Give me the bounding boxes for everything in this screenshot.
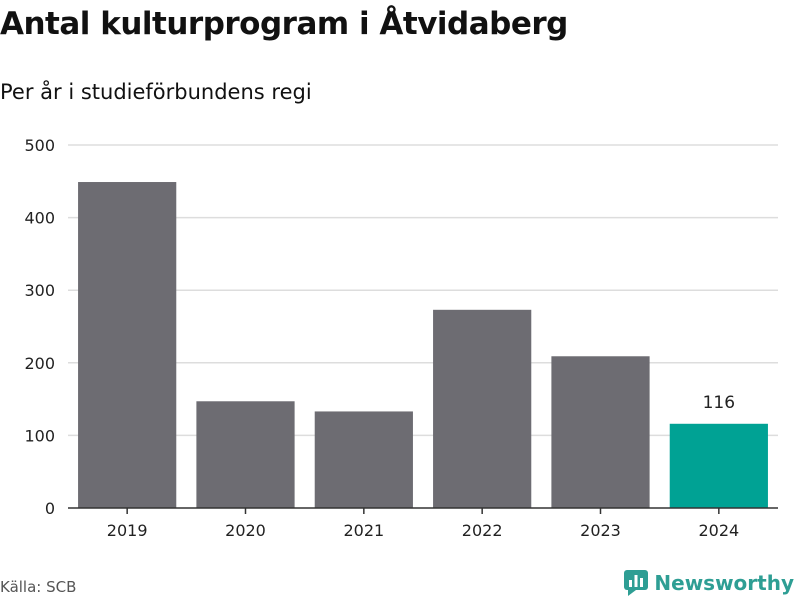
y-tick-label: 300 (24, 281, 55, 300)
source-note: Källa: SCB (0, 578, 77, 596)
chart-subtitle: Per år i studieförbundens regi (0, 80, 312, 104)
y-tick-label: 100 (24, 426, 55, 445)
x-tick-label: 2024 (698, 521, 739, 540)
x-tick-label: 2023 (580, 521, 621, 540)
chart-title: Antal kulturprogram i Åtvidaberg (0, 6, 568, 42)
bar (314, 411, 413, 508)
bar (196, 401, 295, 508)
x-tick-label: 2019 (107, 521, 148, 540)
y-tick-label: 400 (24, 209, 55, 228)
y-tick-label: 200 (24, 354, 55, 373)
brand-logo[interactable]: Newsworthy (624, 568, 794, 598)
x-tick-label: 2020 (225, 521, 266, 540)
brand-name: Newsworthy (654, 571, 794, 595)
x-tick-label: 2021 (343, 521, 384, 540)
bar (551, 356, 650, 508)
bar (669, 423, 768, 508)
data-label: 116 (703, 393, 735, 413)
y-tick-label: 0 (45, 499, 55, 518)
bar (78, 182, 177, 508)
newsworthy-logo-icon (624, 570, 649, 596)
x-tick-label: 2022 (462, 521, 503, 540)
y-tick-label: 500 (24, 136, 55, 155)
bar (433, 309, 532, 508)
